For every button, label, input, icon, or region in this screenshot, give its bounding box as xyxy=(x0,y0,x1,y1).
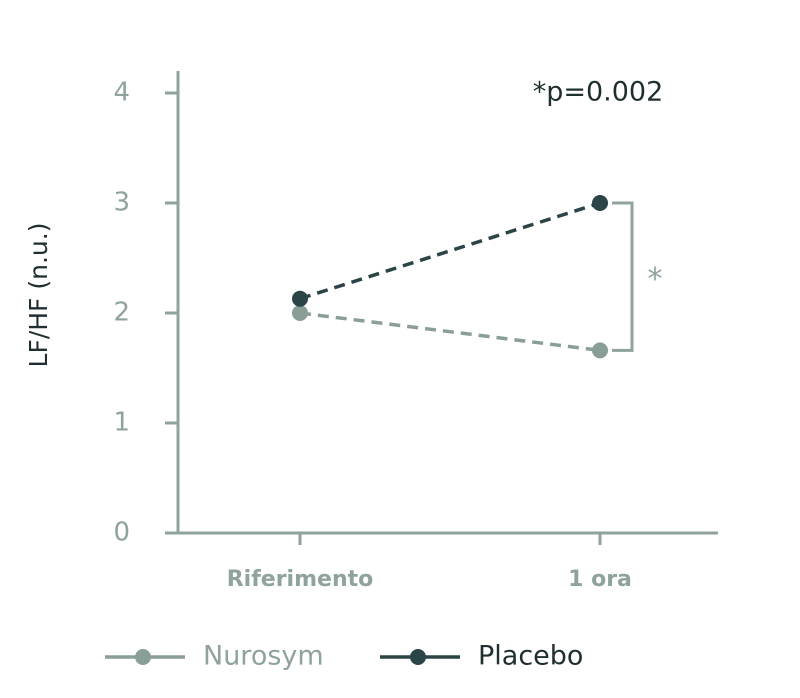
legend-label: Placebo xyxy=(478,641,583,672)
data-point xyxy=(592,342,608,359)
y-tick-label: 4 xyxy=(113,78,130,108)
series-line xyxy=(299,201,601,301)
significance-mark: * xyxy=(648,262,663,297)
significance-bracket xyxy=(612,201,634,352)
legend-label: Nurosym xyxy=(203,641,324,672)
y-tick-label: 2 xyxy=(113,298,130,328)
y-tick-label: 0 xyxy=(113,518,130,548)
x-tick-label: 1 ora xyxy=(568,567,632,592)
data-point xyxy=(592,195,608,211)
data-point xyxy=(292,305,308,321)
y-tick-label: 1 xyxy=(113,408,130,438)
y-tick-label: 3 xyxy=(113,188,130,218)
legend-marker xyxy=(135,649,151,665)
annotation: *p=0.002 xyxy=(533,77,664,108)
data-point xyxy=(292,290,308,307)
x-tick-label: Riferimento xyxy=(227,567,374,592)
legend-marker xyxy=(410,649,426,665)
series-line xyxy=(299,311,601,353)
y-axis-label: LF/HF (n.u.) xyxy=(24,223,53,368)
